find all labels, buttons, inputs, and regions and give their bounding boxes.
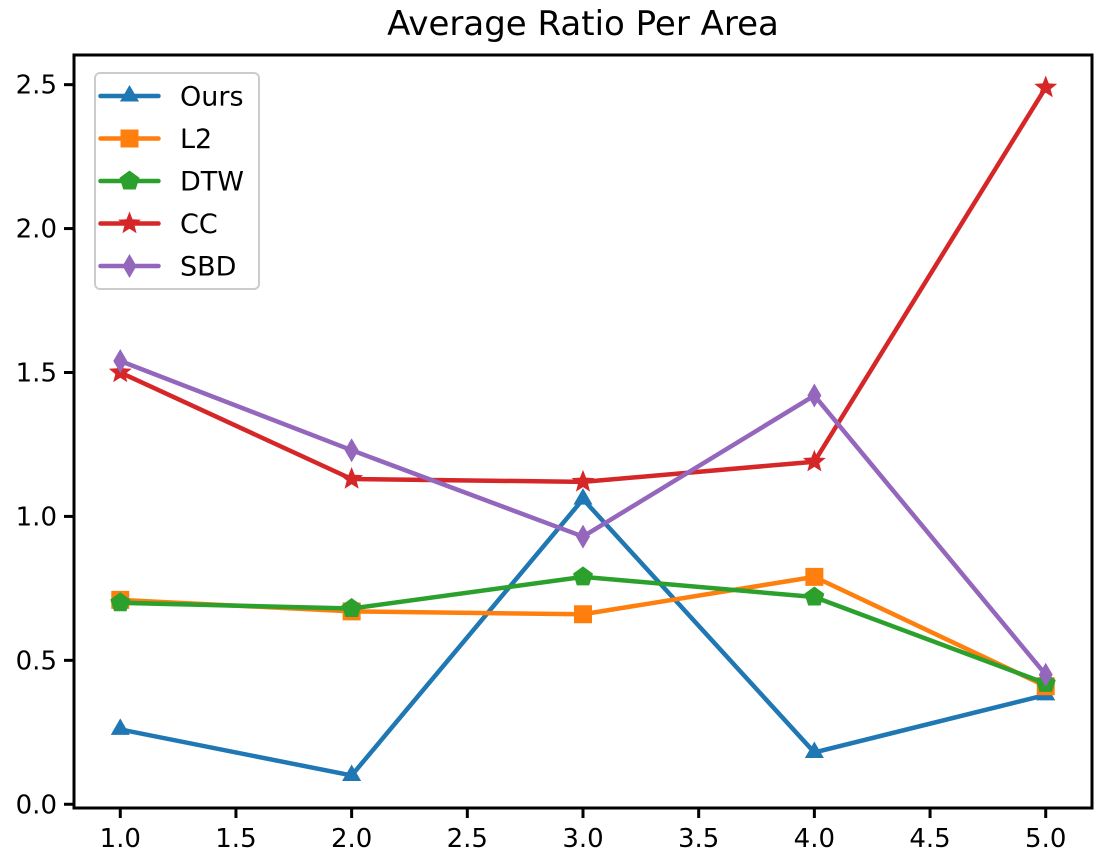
x-tick-label: 5.0 <box>1025 824 1066 854</box>
thin-diamond-marker <box>576 524 590 549</box>
star-marker <box>571 469 595 492</box>
legend-thin-diamond-marker <box>122 254 137 278</box>
star-marker <box>1034 75 1058 98</box>
x-tick-label: 2.0 <box>331 824 372 854</box>
triangle-up-marker <box>573 488 593 505</box>
legend-item-dtw: DTW <box>98 167 244 198</box>
pentagon-marker <box>573 566 593 586</box>
legend: Ours L2 DTW CC SBD <box>94 72 260 290</box>
triangle-up-marker <box>804 741 824 758</box>
square-marker <box>805 567 824 586</box>
legend-label: DTW <box>180 167 244 198</box>
thin-diamond-marker <box>807 383 822 408</box>
legend-star-marker <box>118 211 141 234</box>
thin-diamond-marker <box>1038 662 1053 687</box>
y-tick-label: 1.0 <box>16 502 57 532</box>
star-marker <box>340 466 364 489</box>
x-tick-label: 1.5 <box>215 824 256 854</box>
legend-triangle-up-marker <box>119 85 140 102</box>
star-marker <box>802 449 826 472</box>
legend-label: L2 <box>180 124 212 155</box>
x-tick-label: 1.0 <box>100 824 141 854</box>
square-marker <box>574 605 592 624</box>
x-tick-label: 3.5 <box>678 824 719 854</box>
legend-pentagon-marker <box>119 170 140 190</box>
x-tick-label: 4.5 <box>909 824 950 854</box>
triangle-up-marker <box>342 764 362 781</box>
x-tick-label: 4.0 <box>794 824 835 854</box>
legend-item-l2: L2 <box>98 124 212 155</box>
legend-box <box>94 72 260 290</box>
y-tick-label: 2.5 <box>16 71 57 101</box>
legend-item-ours: Ours <box>98 82 244 113</box>
y-tick-label: 0.0 <box>16 790 57 820</box>
thin-diamond-marker <box>344 438 359 463</box>
legend-square-marker <box>120 129 139 148</box>
pentagon-marker <box>110 592 131 612</box>
legend-item-sbd: SBD <box>98 252 236 283</box>
pentagon-marker <box>341 598 362 618</box>
series-dtw <box>110 566 1056 692</box>
y-tick-label: 0.5 <box>16 646 57 676</box>
legend-item-cc: CC <box>98 209 218 240</box>
legend-label: Ours <box>180 82 244 113</box>
x-tick-label: 2.5 <box>447 824 488 854</box>
x-tick-label: 3.0 <box>562 824 603 854</box>
x-axis: 1.0 1.5 2.0 2.5 3.0 3.5 4.0 4.5 5.0 <box>100 808 1066 854</box>
thin-diamond-marker <box>113 348 128 373</box>
series-sbd <box>113 348 1053 687</box>
legend-label: SBD <box>180 252 236 283</box>
chart-title: Average Ratio Per Area <box>387 4 779 44</box>
triangle-up-marker <box>110 718 130 735</box>
y-axis: 0.0 0.5 1.0 1.5 2.0 2.5 <box>16 71 74 820</box>
y-tick-label: 2.0 <box>16 215 57 245</box>
legend-label: CC <box>180 209 218 240</box>
pentagon-marker <box>804 586 825 606</box>
y-tick-label: 1.5 <box>16 358 57 388</box>
